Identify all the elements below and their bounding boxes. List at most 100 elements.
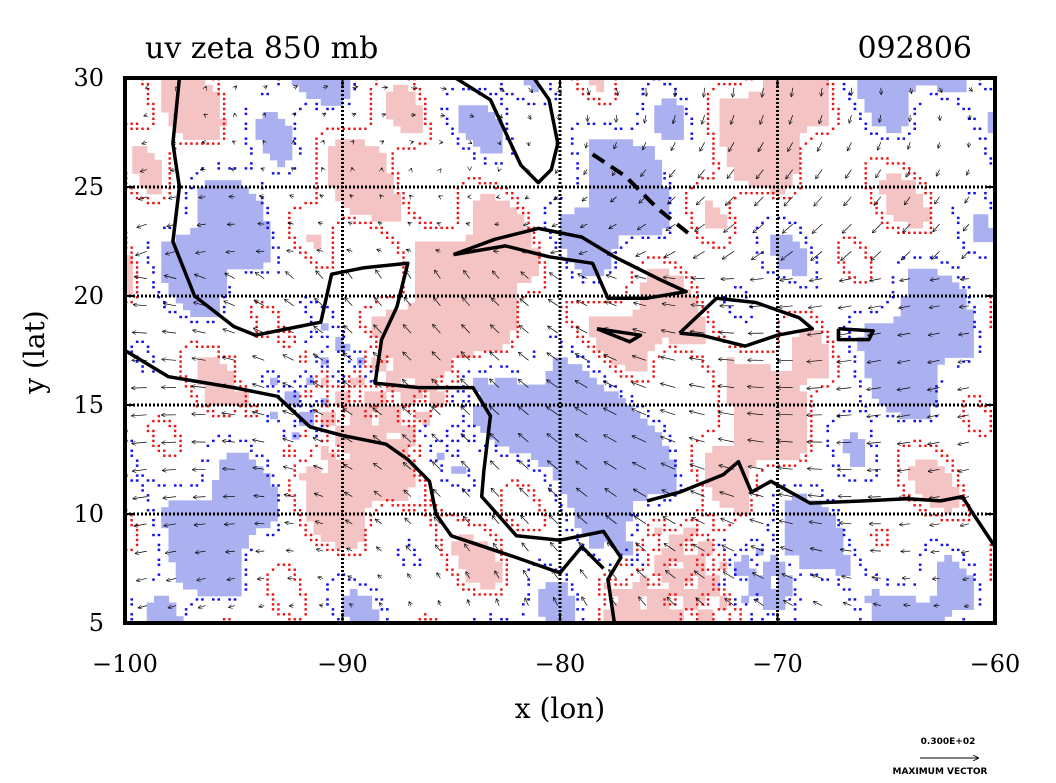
vorticity-cell (545, 616, 554, 623)
vorticity-cell (654, 588, 663, 597)
vorticity-cell (726, 473, 735, 481)
vorticity-cell (538, 439, 547, 447)
vorticity-cell (915, 350, 924, 358)
vorticity-cell (494, 316, 503, 324)
vorticity-cell (393, 309, 402, 318)
vorticity-cell (915, 343, 924, 352)
vorticity-cell (639, 187, 648, 195)
vorticity-cell (618, 473, 626, 481)
vorticity-cell (951, 582, 960, 590)
vorticity-cell (306, 91, 315, 100)
vorticity-cell (763, 568, 771, 576)
vorticity-cell (364, 173, 373, 181)
vorticity-cell (596, 500, 605, 508)
negative-contour (462, 390, 465, 393)
vorticity-cell (429, 302, 438, 311)
vorticity-cell (900, 323, 909, 331)
vorticity-cell (581, 445, 590, 454)
vorticity-cell (799, 78, 808, 86)
vorticity-cell (494, 255, 503, 263)
vorticity-cell (523, 432, 532, 440)
vorticity-cell (212, 200, 220, 209)
vorticity-cell (480, 207, 489, 215)
vorticity-cell (415, 302, 423, 311)
vorticity-cell (574, 473, 583, 481)
vorticity-cell (596, 139, 605, 147)
vorticity-cell (473, 112, 481, 120)
vorticity-cell (792, 336, 800, 345)
positive-contour (364, 533, 367, 537)
vorticity-cell (937, 289, 945, 297)
vorticity-cell (371, 193, 380, 202)
negative-contour (206, 459, 210, 462)
vorticity-cell (523, 398, 532, 406)
vorticity-cell (531, 405, 539, 413)
vorticity-cell (610, 514, 619, 522)
vorticity-cell (212, 507, 220, 515)
vorticity-cell (415, 316, 423, 324)
vorticity-cell (806, 112, 815, 120)
vorticity-cell (799, 105, 808, 113)
vorticity-cell (219, 548, 228, 556)
positive-contour (315, 172, 318, 175)
vorticity-cell (125, 289, 133, 297)
negative-contour (277, 494, 280, 497)
vorticity-cell (204, 221, 213, 229)
vorticity-cell (393, 214, 402, 222)
positive-contour (130, 251, 133, 254)
vorticity-cell (639, 302, 648, 311)
negative-contour (331, 310, 335, 314)
positive-contour (402, 291, 405, 294)
positive-contour (358, 320, 362, 324)
positive-contour (690, 221, 693, 225)
vorticity-cell (125, 282, 133, 290)
vorticity-cell (929, 473, 938, 481)
vorticity-cell (784, 78, 793, 86)
positive-contour (402, 196, 405, 200)
vorticity-cell (190, 234, 199, 243)
vorticity-cell (531, 384, 539, 392)
positive-contour (701, 305, 704, 309)
vorticity-cell (378, 452, 387, 461)
negative-contour (250, 449, 253, 452)
vorticity-cell (625, 493, 634, 501)
vorticity-cell (560, 411, 568, 420)
positive-contour (293, 246, 296, 249)
negative-contour (244, 568, 248, 571)
vorticity-cell (255, 234, 264, 243)
positive-contour (315, 157, 318, 160)
vorticity-cell (596, 173, 605, 181)
negative-contour (462, 414, 465, 418)
vorticity-cell (241, 227, 249, 236)
vorticity-cell (589, 534, 597, 542)
vorticity-cell (509, 439, 518, 447)
vorticity-cell (929, 459, 938, 467)
vorticity-cell (676, 125, 684, 134)
vorticity-cell (473, 275, 481, 283)
vorticity-cell (944, 479, 953, 488)
positive-contour (299, 395, 302, 398)
vorticity-cell (270, 486, 278, 495)
vorticity-cell (929, 602, 938, 610)
vorticity-cell (342, 391, 351, 399)
vorticity-cell (342, 200, 351, 209)
vorticity-cell (342, 602, 351, 610)
negative-contour (462, 87, 465, 91)
vorticity-cell (190, 91, 199, 100)
negative-contour (663, 172, 666, 175)
negative-contour (304, 102, 308, 106)
vorticity-cell (763, 173, 771, 181)
vorticity-cell (668, 554, 677, 563)
vorticity-cell (683, 336, 692, 345)
vorticity-cell (748, 439, 757, 447)
positive-contour (690, 538, 693, 542)
vorticity-cell (262, 118, 271, 127)
vorticity-cell (306, 514, 315, 522)
vorticity-cell (792, 364, 800, 372)
vorticity-cell (806, 370, 815, 379)
positive-contour (212, 142, 215, 145)
negative-contour (418, 563, 422, 566)
vorticity-cell (378, 459, 387, 467)
positive-contour (304, 608, 307, 611)
positive-contour (293, 241, 296, 244)
